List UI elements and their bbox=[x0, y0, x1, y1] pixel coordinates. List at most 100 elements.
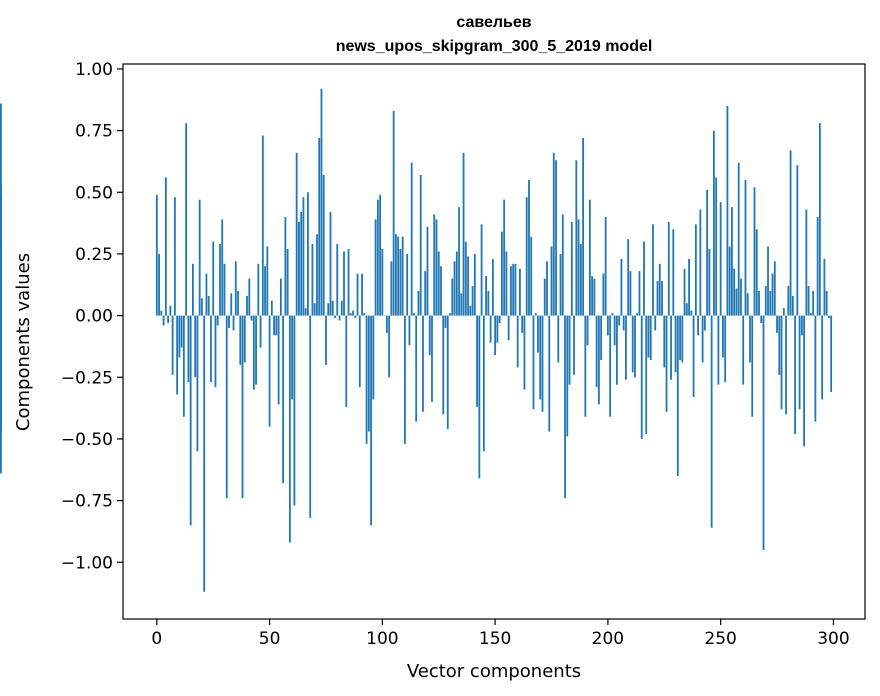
bar-104 bbox=[390, 261, 393, 316]
bar-164 bbox=[525, 197, 528, 316]
bar-167 bbox=[532, 315, 535, 410]
bar-219 bbox=[649, 315, 652, 360]
bar-183 bbox=[568, 315, 571, 385]
bar-269 bbox=[762, 315, 765, 550]
bar-199 bbox=[604, 216, 607, 316]
bar-147 bbox=[487, 290, 490, 316]
bar-134 bbox=[458, 207, 460, 316]
bar-263 bbox=[749, 315, 751, 363]
bar-161 bbox=[519, 268, 521, 316]
bar-60 bbox=[291, 315, 294, 400]
bar-111 bbox=[406, 253, 409, 316]
bar-36 bbox=[237, 290, 239, 316]
bar-18 bbox=[196, 315, 199, 452]
bar-114 bbox=[413, 313, 415, 316]
bar-213 bbox=[636, 313, 639, 316]
bar-112 bbox=[408, 315, 411, 346]
bar-128 bbox=[444, 315, 447, 328]
bar-66 bbox=[304, 308, 307, 316]
bar-65 bbox=[302, 197, 305, 316]
bar-198 bbox=[602, 273, 605, 316]
bar-223 bbox=[658, 263, 661, 316]
bar-88 bbox=[354, 315, 357, 319]
bar-38 bbox=[241, 315, 244, 499]
bar-239 bbox=[694, 224, 697, 316]
bar-4 bbox=[164, 177, 167, 316]
bar-34 bbox=[232, 315, 235, 331]
bar-221 bbox=[654, 315, 657, 331]
bar-105 bbox=[392, 110, 395, 316]
bar-295 bbox=[821, 315, 824, 400]
bar-243 bbox=[703, 315, 706, 331]
bar-91 bbox=[361, 273, 363, 316]
bar-39 bbox=[243, 315, 246, 363]
bar-153 bbox=[500, 231, 503, 316]
bar-279 bbox=[785, 315, 787, 415]
bar-216 bbox=[643, 241, 645, 316]
bar-284 bbox=[796, 165, 799, 316]
bar-126 bbox=[440, 266, 442, 316]
bar-51 bbox=[270, 300, 273, 316]
bar-238 bbox=[692, 315, 695, 397]
bar-84 bbox=[345, 315, 348, 407]
bar-24 bbox=[210, 315, 212, 383]
bar-123 bbox=[433, 214, 436, 316]
bar-55 bbox=[279, 278, 282, 316]
bar-137 bbox=[464, 241, 467, 316]
bar-31 bbox=[225, 315, 228, 499]
bar-226 bbox=[665, 315, 668, 412]
bar-220 bbox=[652, 224, 654, 316]
bar-108 bbox=[399, 249, 402, 316]
bar-42 bbox=[250, 315, 253, 321]
bar-225 bbox=[663, 315, 666, 368]
chart-title-line-1: савельев bbox=[456, 14, 531, 31]
bar-143 bbox=[478, 315, 481, 479]
bar-274 bbox=[773, 261, 776, 316]
bar-237 bbox=[690, 310, 693, 316]
bar-46 bbox=[259, 315, 262, 348]
bar-166 bbox=[530, 236, 533, 316]
bar-118 bbox=[422, 315, 424, 412]
bar-240 bbox=[697, 315, 699, 336]
x-axis-label: Vector components bbox=[407, 661, 581, 682]
bar-6 bbox=[169, 305, 172, 316]
bar-264 bbox=[751, 315, 754, 417]
bar-231 bbox=[676, 315, 679, 476]
bar-285 bbox=[798, 315, 801, 410]
bar-57 bbox=[284, 216, 287, 316]
bar-206 bbox=[620, 258, 623, 316]
bar-87 bbox=[352, 310, 354, 316]
bar-248 bbox=[715, 177, 718, 316]
bar-208 bbox=[625, 315, 627, 380]
bar-298 bbox=[828, 315, 830, 319]
bar-286 bbox=[800, 315, 803, 336]
bar-162 bbox=[521, 315, 524, 333]
bar-122 bbox=[431, 315, 433, 402]
bar-40 bbox=[246, 295, 248, 316]
bar-256 bbox=[733, 268, 736, 316]
bar-262 bbox=[746, 293, 749, 316]
bar-253 bbox=[726, 105, 729, 316]
bar-181 bbox=[564, 315, 566, 499]
bar-152 bbox=[498, 315, 501, 323]
bar-268 bbox=[760, 315, 763, 323]
y-tick-label: 0.50 bbox=[75, 183, 113, 203]
bar-45 bbox=[257, 263, 260, 316]
bar-186 bbox=[575, 160, 578, 316]
bar-41 bbox=[248, 278, 251, 316]
bar-249 bbox=[717, 315, 720, 385]
bar-244 bbox=[706, 189, 709, 316]
bar-200 bbox=[606, 315, 609, 336]
bar-276 bbox=[778, 315, 781, 375]
bar-82 bbox=[340, 300, 343, 316]
bar-78 bbox=[331, 300, 334, 316]
bar-196 bbox=[597, 315, 600, 405]
bar-203 bbox=[613, 315, 616, 346]
bar-259 bbox=[740, 278, 742, 316]
bar-11 bbox=[180, 315, 183, 348]
bar-19 bbox=[198, 199, 201, 316]
bar-130 bbox=[449, 313, 451, 316]
bar-297 bbox=[825, 290, 828, 316]
bar-267 bbox=[758, 290, 760, 316]
bar-103 bbox=[388, 315, 391, 378]
